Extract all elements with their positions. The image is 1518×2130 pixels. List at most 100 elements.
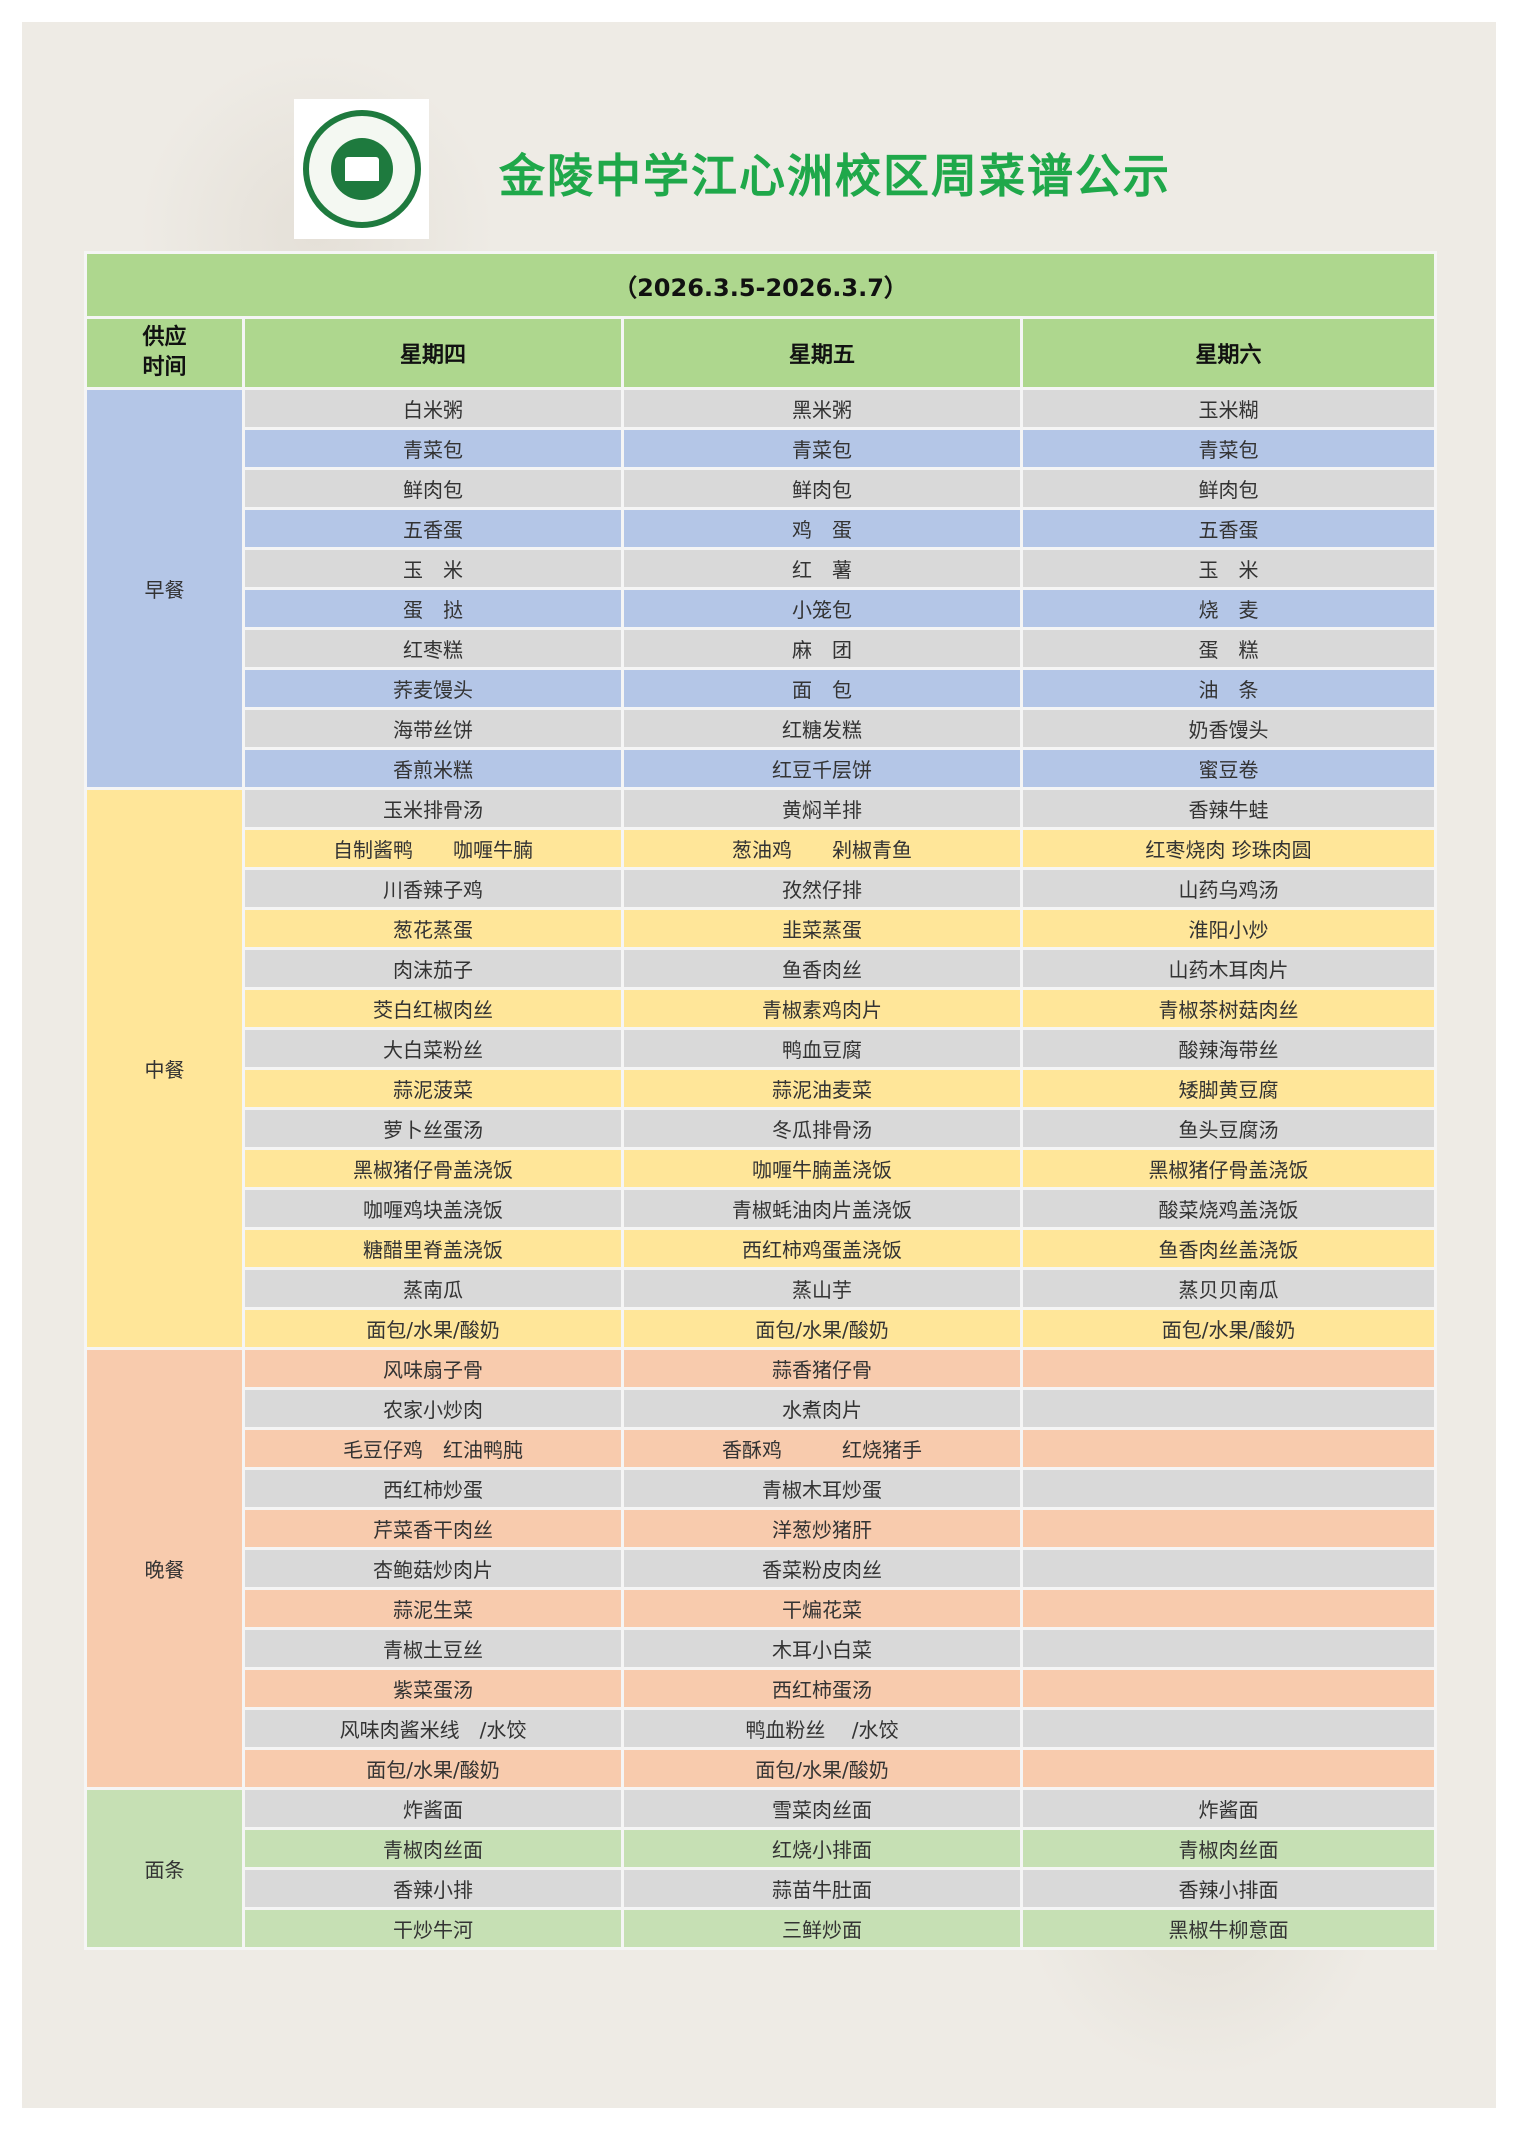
date-range: （2026.3.5-2026.3.7） xyxy=(83,251,1438,319)
dish-cell: 咖喱鸡块盖浇饭 xyxy=(242,1187,624,1230)
dish-cell xyxy=(1019,1547,1438,1590)
dish-cell: 淮阳小炒 xyxy=(1019,907,1438,950)
dish-cell: 肉沫茄子 xyxy=(242,947,624,990)
menu-row: 蒸南瓜 蒸山芋 蒸贝贝南瓜 xyxy=(86,1267,1438,1310)
dish-cell: 酸菜烧鸡盖浇饭 xyxy=(1019,1187,1438,1230)
dish-cell: 鲜肉包 xyxy=(1019,467,1438,510)
dish-cell: 毛豆仔鸡 红油鸭肫 xyxy=(242,1427,624,1470)
menu-row: 杏鲍菇炒肉片 香菜粉皮肉丝 xyxy=(86,1547,1438,1590)
page-title: 金陵中学江心洲校区周菜谱公示 xyxy=(499,149,1171,203)
dish-cell xyxy=(1019,1587,1438,1630)
menu-row: 面包/水果/酸奶 面包/水果/酸奶 面包/水果/酸奶 xyxy=(86,1307,1438,1350)
dish-cell: 红 薯 xyxy=(621,547,1023,590)
dish-cell: 杏鲍菇炒肉片 xyxy=(242,1547,624,1590)
dish-cell: 三鲜炒面 xyxy=(621,1907,1023,1950)
menu-row: 荞麦馒头面 包油 条 xyxy=(86,667,1438,710)
dish-cell: 木耳小白菜 xyxy=(621,1627,1023,1670)
dish-cell xyxy=(1019,1347,1438,1390)
menu-row: 蒜泥菠菜 蒜泥油麦菜 矮脚黄豆腐 xyxy=(86,1067,1438,1110)
dish-cell: 红枣烧肉 珍珠肉圆 xyxy=(1019,827,1438,870)
dish-cell: 小笼包 xyxy=(621,587,1023,630)
dish-cell: 玉米排骨汤 xyxy=(242,787,624,830)
dish-cell: 麻 团 xyxy=(621,627,1023,670)
dish-cell: 水煮肉片 xyxy=(621,1387,1023,1430)
dish-cell: 蒜泥油麦菜 xyxy=(621,1067,1023,1110)
menu-row: 自制酱鸭 咖喱牛腩 葱油鸡 剁椒青鱼 红枣烧肉 珍珠肉圆 xyxy=(86,827,1438,870)
dish-cell: 香辣牛蛙 xyxy=(1019,787,1438,830)
dish-cell: 茭白红椒肉丝 xyxy=(242,987,624,1030)
dish-cell: 红烧小排面 xyxy=(621,1827,1023,1870)
dish-cell: 黑米粥 xyxy=(621,387,1023,430)
dish-cell: 香煎米糕 xyxy=(242,747,624,790)
dish-cell: 香辣小排 xyxy=(242,1867,624,1910)
dish-cell: 紫菜蛋汤 xyxy=(242,1667,624,1710)
dish-cell: 鸭血粉丝 /水饺 xyxy=(621,1707,1023,1750)
dish-cell: 蒸贝贝南瓜 xyxy=(1019,1267,1438,1310)
dish-cell xyxy=(1019,1387,1438,1430)
dish-cell: 青菜包 xyxy=(242,427,624,470)
dish-cell: 咖喱牛腩盖浇饭 xyxy=(621,1147,1023,1190)
dish-cell: 面包/水果/酸奶 xyxy=(242,1747,624,1790)
menu-row: 紫菜蛋汤 西红柿蛋汤 xyxy=(86,1667,1438,1710)
dish-cell: 矮脚黄豆腐 xyxy=(1019,1067,1438,1110)
menu-row: 芹菜香干肉丝 洋葱炒猪肝 xyxy=(86,1507,1438,1550)
dish-cell: 黑椒猪仔骨盖浇饭 xyxy=(1019,1147,1438,1190)
dish-cell: 炸酱面 xyxy=(1019,1787,1438,1830)
dish-cell: 蛋 挞 xyxy=(242,587,624,630)
dish-cell: 自制酱鸭 咖喱牛腩 xyxy=(242,827,624,870)
menu-row: 萝卜丝蛋汤 冬瓜排骨汤 鱼头豆腐汤 xyxy=(86,1107,1438,1150)
dish-cell: 玉 米 xyxy=(1019,547,1438,590)
dish-cell: 干炒牛河 xyxy=(242,1907,624,1950)
dish-cell: 油 条 xyxy=(1019,667,1438,710)
dish-cell: 青菜包 xyxy=(621,427,1023,470)
dish-cell: 香酥鸡 红烧猪手 xyxy=(621,1427,1023,1470)
dish-cell: 干煸花菜 xyxy=(621,1587,1023,1630)
dish-cell: 红枣糕 xyxy=(242,627,624,670)
dish-cell: 西红柿鸡蛋盖浇饭 xyxy=(621,1227,1023,1270)
dish-cell: 西红柿炒蛋 xyxy=(242,1467,624,1510)
menu-row: 毛豆仔鸡 红油鸭肫 香酥鸡 红烧猪手 xyxy=(86,1427,1438,1470)
dish-cell: 韭菜蒸蛋 xyxy=(621,907,1023,950)
dish-cell: 面 包 xyxy=(621,667,1023,710)
dish-cell: 葱花蒸蛋 xyxy=(242,907,624,950)
menu-row: 糖醋里脊盖浇饭 西红柿鸡蛋盖浇饭 鱼香肉丝盖浇饭 xyxy=(86,1227,1438,1270)
dish-cell: 红豆千层饼 xyxy=(621,747,1023,790)
menu-row: 面包/水果/酸奶 面包/水果/酸奶 xyxy=(86,1747,1438,1790)
dish-cell xyxy=(1019,1747,1438,1790)
dish-cell: 五香蛋 xyxy=(1019,507,1438,550)
dish-cell: 蒜香猪仔骨 xyxy=(621,1347,1023,1390)
dish-cell: 青菜包 xyxy=(1019,427,1438,470)
time-column-header: 供应 时间 xyxy=(84,316,245,390)
dish-cell xyxy=(1019,1707,1438,1750)
dish-cell: 洋葱炒猪肝 xyxy=(621,1507,1023,1550)
dish-cell: 蒸南瓜 xyxy=(242,1267,624,1310)
header-row: 供应 时间 星期四 星期五 星期六 xyxy=(84,316,1438,390)
menu-row: 面条 炸酱面 雪菜肉丝面 炸酱面 xyxy=(84,1787,1438,1950)
menu-row: 咖喱鸡块盖浇饭 青椒蚝油肉片盖浇饭 酸菜烧鸡盖浇饭 xyxy=(86,1187,1438,1230)
dish-cell: 鲜肉包 xyxy=(621,467,1023,510)
dish-cell: 酸辣海带丝 xyxy=(1019,1027,1438,1070)
dish-cell: 面包/水果/酸奶 xyxy=(1019,1307,1438,1350)
dish-cell: 蒜泥生菜 xyxy=(242,1587,624,1630)
menu-row: 蛋 挞小笼包烧 麦 xyxy=(86,587,1438,630)
menu-row: 中餐 玉米排骨汤 黄焖羊排 香辣牛蛙 xyxy=(84,787,1438,1350)
dish-cell: 青椒肉丝面 xyxy=(242,1827,624,1870)
dish-cell: 奶香馒头 xyxy=(1019,707,1438,750)
dish-cell: 农家小炒肉 xyxy=(242,1387,624,1430)
dish-cell xyxy=(1019,1427,1438,1470)
dish-cell: 五香蛋 xyxy=(242,507,624,550)
menu-row: 葱花蒸蛋 韭菜蒸蛋 淮阳小炒 xyxy=(86,907,1438,950)
dish-cell: 香辣小排面 xyxy=(1019,1867,1438,1910)
dish-cell: 孜然仔排 xyxy=(621,867,1023,910)
menu-table: （2026.3.5-2026.3.7） 供应 时间 星期四 星期五 星期六 早餐… xyxy=(83,251,1438,1950)
menu-row: 黑椒猪仔骨盖浇饭 咖喱牛腩盖浇饭 黑椒猪仔骨盖浇饭 xyxy=(86,1147,1438,1190)
dish-cell: 白米粥 xyxy=(242,387,624,430)
day-header: 星期四 xyxy=(242,316,624,390)
menu-row: 川香辣子鸡 孜然仔排 山药乌鸡汤 xyxy=(86,867,1438,910)
dish-cell: 面包/水果/酸奶 xyxy=(621,1307,1023,1350)
dish-cell: 蜜豆卷 xyxy=(1019,747,1438,790)
dish-cell xyxy=(1019,1507,1438,1550)
dish-cell: 红糖发糕 xyxy=(621,707,1023,750)
dish-cell: 黑椒猪仔骨盖浇饭 xyxy=(242,1147,624,1190)
dish-cell: 鸭血豆腐 xyxy=(621,1027,1023,1070)
